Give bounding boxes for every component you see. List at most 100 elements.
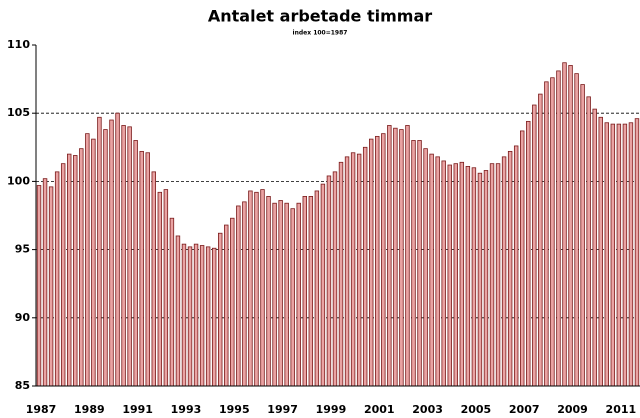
bar [284, 202, 289, 387]
x-tick-label: 1999 [316, 403, 347, 416]
bar [405, 125, 410, 387]
bar [604, 122, 609, 387]
bar [314, 190, 320, 387]
bar [205, 246, 211, 387]
y-tick-label: 85 [15, 379, 30, 392]
x-tick-label: 1989 [74, 403, 105, 416]
bar [272, 202, 277, 387]
x-tick-label: 2009 [557, 403, 588, 416]
bar [520, 130, 525, 387]
bar [163, 189, 169, 387]
bar [67, 153, 72, 387]
bar [332, 171, 338, 387]
bar [73, 155, 78, 387]
bar [381, 133, 386, 387]
bar [393, 127, 398, 387]
bar [459, 161, 465, 387]
bar [616, 123, 622, 387]
y-tick-label: 90 [15, 311, 31, 324]
x-tick-label: 1995 [219, 403, 250, 416]
bar [145, 152, 150, 387]
bar [556, 70, 561, 387]
bar [580, 84, 585, 387]
bar [471, 167, 477, 387]
bar [417, 140, 422, 387]
bar [157, 191, 163, 387]
bar [42, 178, 48, 387]
bar [441, 160, 446, 387]
bar [169, 217, 175, 387]
bar [526, 120, 531, 387]
bar [344, 156, 350, 387]
y-tick-label: 95 [15, 243, 30, 256]
bar [248, 190, 253, 387]
x-tick-label: 2007 [509, 403, 540, 416]
bar [574, 73, 579, 387]
bar [356, 153, 362, 387]
bar [133, 140, 138, 387]
bar [139, 150, 144, 387]
x-tick-label: 1991 [122, 403, 153, 416]
bar [199, 245, 205, 387]
bar [369, 138, 374, 387]
bar [103, 129, 108, 387]
bar [151, 171, 156, 387]
bar [634, 118, 640, 387]
x-tick-label: 1997 [267, 403, 298, 416]
bar [302, 196, 307, 387]
y-tick-label: 100 [7, 174, 30, 187]
bar [85, 133, 90, 387]
bar [236, 205, 241, 387]
bar [260, 189, 265, 387]
bar [507, 150, 513, 387]
bar [36, 185, 42, 387]
bar [477, 172, 483, 387]
bar [465, 165, 471, 387]
bar [308, 196, 314, 387]
bar [568, 65, 573, 387]
bar [483, 170, 489, 387]
bar [435, 156, 440, 387]
x-tick-label: 2003 [412, 403, 443, 416]
bar [562, 62, 567, 387]
bar [399, 129, 404, 387]
bar [501, 156, 507, 387]
bar [610, 123, 616, 387]
bar [230, 217, 235, 387]
x-tick-label: 1987 [26, 403, 57, 416]
bar [296, 202, 301, 387]
bar [489, 163, 495, 387]
bar [538, 93, 543, 387]
bar [290, 208, 295, 387]
x-tick-label: 2011 [606, 403, 637, 416]
bar [586, 96, 591, 387]
bar [91, 138, 96, 387]
bar [592, 108, 597, 387]
bar [54, 171, 60, 387]
bar [350, 152, 356, 387]
bar [362, 146, 368, 387]
bar [429, 153, 434, 387]
bar [60, 163, 66, 387]
y-tick-label: 110 [7, 38, 30, 51]
bar [266, 196, 271, 387]
bar [513, 145, 519, 387]
x-tick-label: 1993 [171, 403, 202, 416]
chart-title: Antalet arbetade timmar [208, 7, 432, 26]
bar [97, 116, 102, 387]
bar [79, 148, 84, 387]
x-tick-label: 2001 [364, 403, 395, 416]
bar [193, 243, 199, 387]
y-tick-label: 105 [7, 106, 30, 119]
bar [127, 126, 132, 387]
bar [109, 119, 114, 387]
bar [544, 81, 549, 387]
bar [48, 186, 54, 387]
bar [242, 201, 247, 387]
bar [187, 246, 193, 387]
bar [447, 164, 452, 387]
bar [387, 125, 392, 387]
chart-subtitle: index 100=1987 [293, 30, 348, 37]
bar [211, 247, 217, 387]
